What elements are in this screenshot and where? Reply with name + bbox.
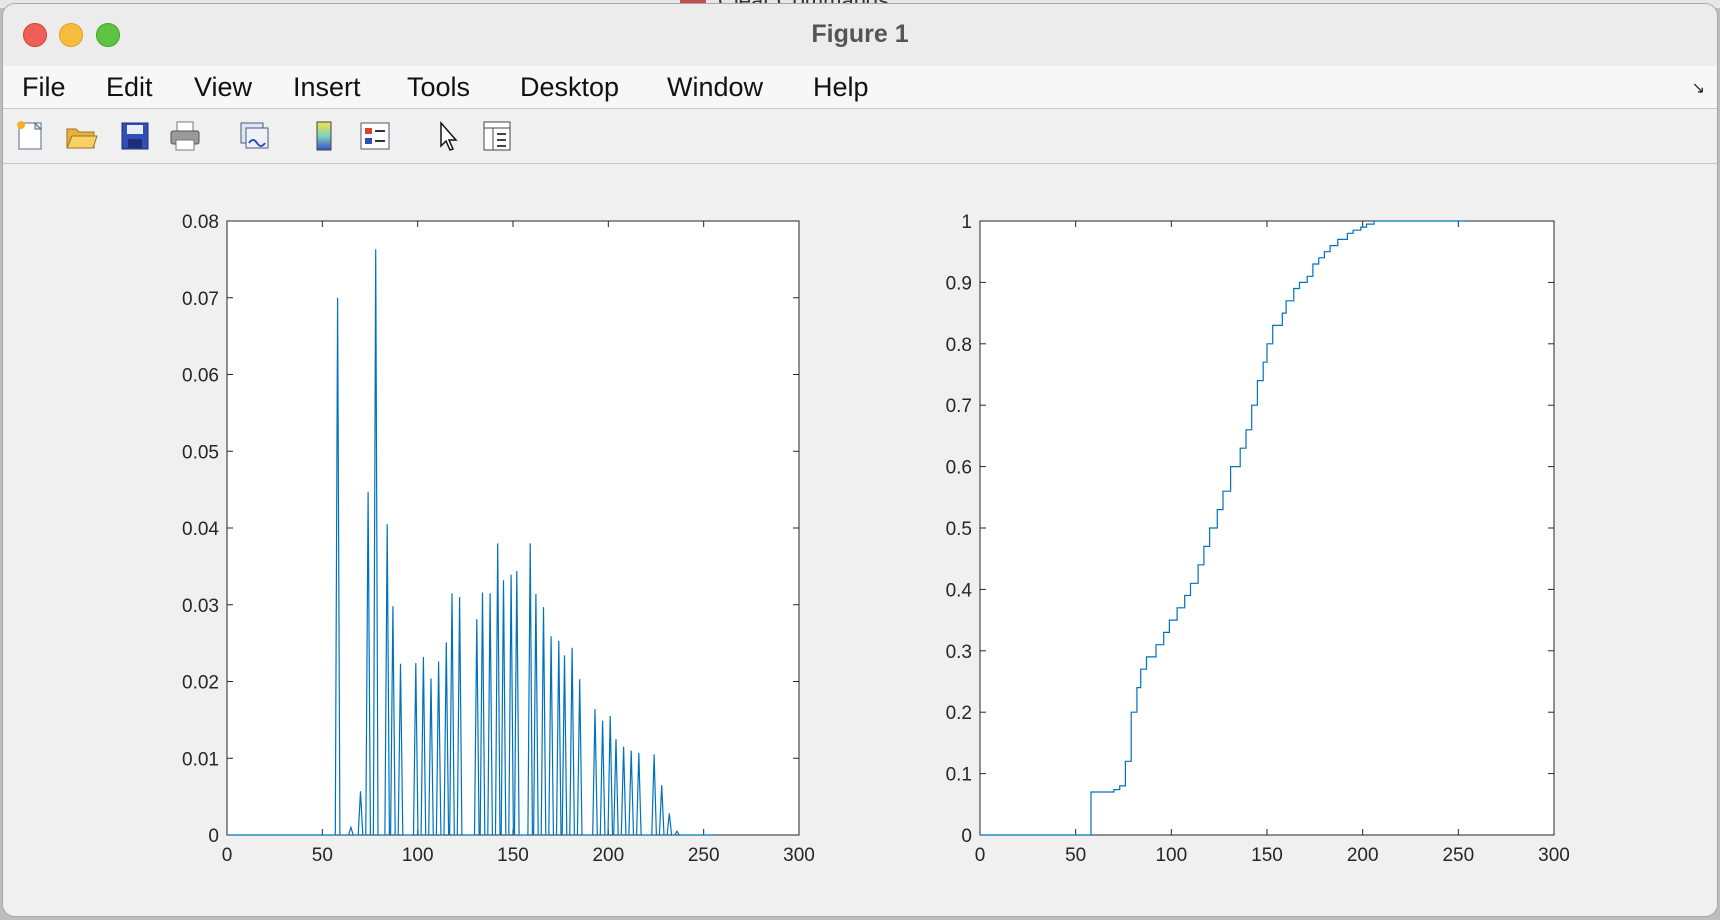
x-tick-label: 200 — [1347, 845, 1379, 866]
y-tick-label: 0.7 — [946, 396, 972, 417]
open-file-icon[interactable] — [64, 119, 98, 153]
dock-figure-icon[interactable]: ↘ — [1691, 80, 1705, 97]
y-tick-label: 0.9 — [946, 273, 972, 294]
title-bar[interactable]: Figure 1 — [3, 4, 1717, 66]
x-tick-label: 0 — [975, 845, 986, 866]
menu-window[interactable]: Window — [667, 72, 764, 102]
y-tick-label: 0 — [208, 826, 219, 847]
x-tick-label: 300 — [783, 845, 815, 866]
figure-canvas: 0 50 100 150 200 250 300 0 0.01 0.02 0.03 0.04 0.05 0… — [3, 164, 1717, 916]
x-tick-label: 0 — [222, 845, 233, 866]
maximize-window-button[interactable] — [96, 23, 120, 47]
x-tick-label: 200 — [592, 845, 624, 866]
y-tick-label: 0.02 — [182, 673, 219, 694]
window-title: Figure 1 — [811, 20, 909, 48]
axes-2-box — [979, 220, 1555, 836]
y-tick-label: 0 — [961, 826, 972, 847]
y-tick-label: 0.04 — [182, 519, 219, 540]
x-tick-label: 150 — [1251, 845, 1283, 866]
x-tick-label: 50 — [1065, 845, 1086, 866]
x-tick-label: 250 — [688, 845, 720, 866]
insert-legend-icon[interactable] — [358, 119, 392, 153]
clear-commands-icon — [680, 0, 706, 6]
y-tick-label: 0.4 — [946, 580, 973, 601]
insert-colorbar-icon[interactable] — [308, 119, 342, 153]
plot-1-series-line — [227, 249, 716, 836]
y-tick-label: 0.05 — [182, 442, 219, 463]
x-tick-label: 300 — [1538, 845, 1570, 866]
y-tick-label: 0.1 — [946, 765, 972, 786]
y-tick-label: 0.06 — [182, 366, 219, 387]
y-tick-label: 0.6 — [946, 458, 972, 479]
y-tick-label: 1 — [961, 212, 972, 233]
y-tick-label: 0.07 — [182, 289, 219, 310]
menu-tools[interactable]: Tools — [407, 72, 471, 102]
menu-edit[interactable]: Edit — [106, 72, 153, 102]
figure-window: Figure 1 File Edit View Insert Tools Des… — [3, 4, 1717, 916]
plot-2-series-line — [980, 220, 1468, 836]
close-window-button[interactable] — [23, 23, 47, 47]
property-inspector-icon[interactable] — [480, 119, 514, 153]
x-tick-label: 100 — [402, 845, 434, 866]
x-tick-label: 50 — [312, 845, 333, 866]
figure-toolbar — [3, 109, 1717, 164]
link-plot-icon[interactable] — [237, 119, 271, 153]
menu-file[interactable]: File — [22, 72, 66, 102]
y-tick-label: 0.03 — [182, 596, 219, 617]
save-icon[interactable] — [118, 119, 152, 153]
edit-plot-pointer-icon[interactable] — [431, 119, 465, 153]
menu-bar: File Edit View Insert Tools Desktop Wind… — [3, 66, 1717, 109]
menu-insert[interactable]: Insert — [293, 72, 361, 102]
menu-desktop[interactable]: Desktop — [520, 72, 620, 102]
y-tick-label: 0.3 — [946, 642, 972, 663]
x-tick-label: 150 — [497, 845, 529, 866]
y-tick-label: 0.2 — [946, 703, 972, 724]
y-tick-label: 0.8 — [946, 335, 972, 356]
y-tick-label: 0.08 — [182, 212, 219, 233]
menu-view[interactable]: View — [194, 72, 253, 102]
plots-svg: 0 50 100 150 200 250 30000.010.020.030.040.050… — [182, 212, 1570, 866]
y-tick-label: 0.01 — [182, 749, 219, 770]
x-tick-label: 250 — [1442, 845, 1474, 866]
y-tick-label: 0.5 — [946, 519, 972, 540]
minimize-window-button[interactable] — [59, 23, 83, 47]
print-icon[interactable] — [168, 119, 202, 153]
x-tick-label: 100 — [1155, 845, 1187, 866]
new-figure-icon[interactable] — [13, 119, 47, 153]
menu-help[interactable]: Help — [813, 72, 869, 102]
